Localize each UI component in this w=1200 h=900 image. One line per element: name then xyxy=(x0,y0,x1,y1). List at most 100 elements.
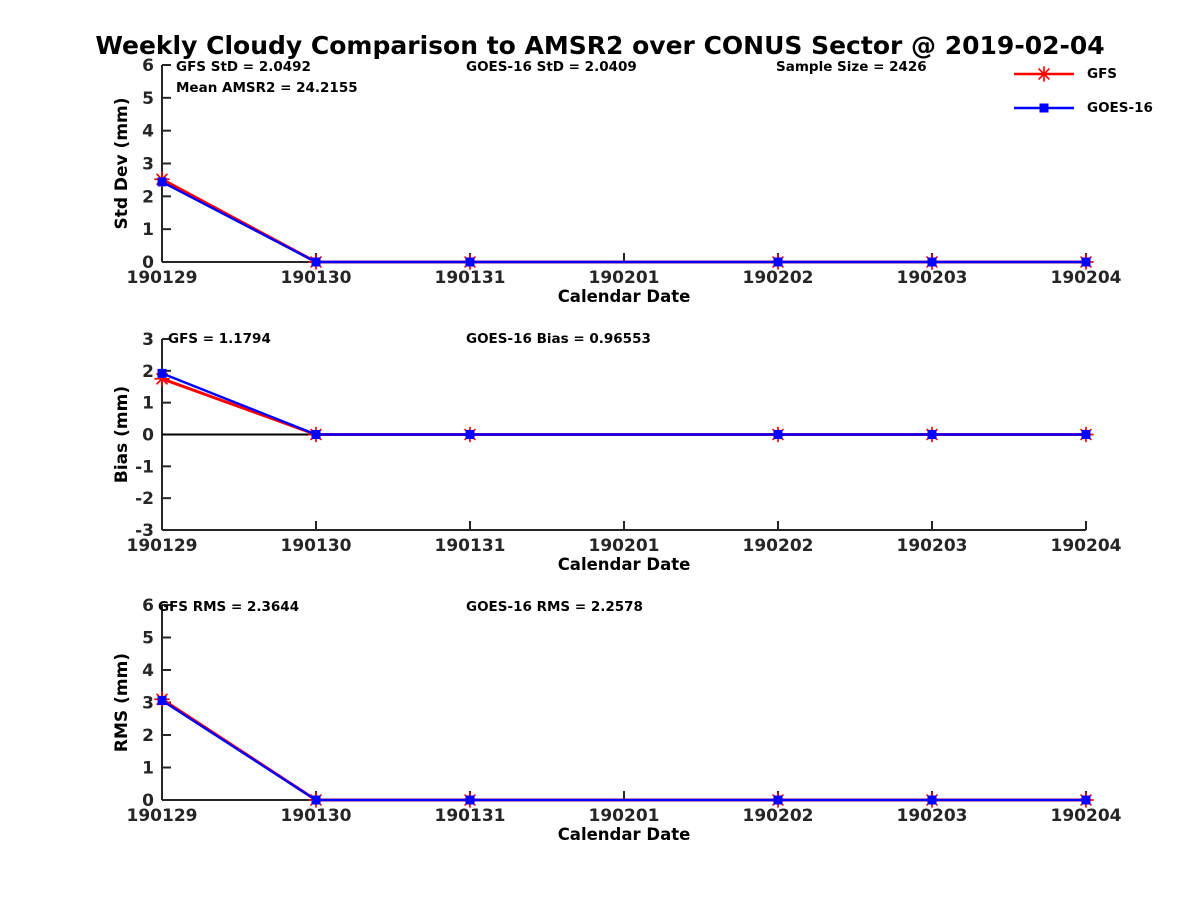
series-line-GFS xyxy=(161,377,1086,436)
y-tick-label: 3 xyxy=(142,155,154,175)
legend-entry-goes-16: GOES-16 xyxy=(1012,91,1153,124)
annotation: GFS = 1.1794 xyxy=(168,331,271,347)
legend-glyph-goes-16 xyxy=(1014,103,1074,112)
square-marker xyxy=(1081,795,1091,805)
y-tick-label: 2 xyxy=(142,362,154,382)
y-tick-label: 1 xyxy=(142,394,154,414)
x-tick-label: 190203 xyxy=(897,806,968,826)
series-line-GOES-16 xyxy=(161,180,1086,264)
y-axis-label: Bias (mm) xyxy=(112,386,132,483)
square-marker xyxy=(157,177,167,187)
square-marker xyxy=(773,795,783,805)
x-tick-label: 190201 xyxy=(589,268,660,288)
series-markers-GOES-16 xyxy=(157,368,1091,439)
y-tick-label: 0 xyxy=(142,426,154,446)
y-tick-label: 0 xyxy=(142,253,154,273)
y-tick-label: 5 xyxy=(142,629,154,649)
legend-label: GOES-16 xyxy=(1087,99,1153,116)
series-markers-GOES-16 xyxy=(157,696,1091,805)
annotation: GFS RMS = 2.3644 xyxy=(158,599,299,615)
x-axis-label: Calendar Date xyxy=(558,825,691,844)
y-tick-label: 6 xyxy=(142,56,154,76)
y-tick-label: 0 xyxy=(142,791,154,811)
square-marker xyxy=(1081,257,1091,267)
annotation: GOES-16 StD = 2.0409 xyxy=(466,59,637,75)
x-tick-label: 190131 xyxy=(435,268,506,288)
x-axis-label: Calendar Date xyxy=(558,287,691,306)
square-marker xyxy=(311,257,321,267)
series-line-GOES-16 xyxy=(161,699,1086,802)
asterisk-arm xyxy=(1038,67,1050,80)
y-tick-label: 4 xyxy=(142,122,154,142)
y-tick-label: -2 xyxy=(135,489,154,509)
subplot-rms: 0 1 2 3 4 5 6 190129 190130 190131 190201 190202 190… xyxy=(112,596,1122,844)
annotation: GOES-16 RMS = 2.2578 xyxy=(466,599,643,615)
square-marker xyxy=(927,430,937,439)
legend-label: GFS xyxy=(1087,65,1118,82)
x-tick-label: 190131 xyxy=(435,806,506,826)
annotation: GOES-16 Bias = 0.96553 xyxy=(466,331,651,347)
x-tick-label: 190204 xyxy=(1051,806,1122,826)
annotation: Sample Size = 2426 xyxy=(776,59,927,75)
x-tick-label: 190129 xyxy=(127,536,198,556)
y-tick-label: 3 xyxy=(142,694,154,714)
square-marker xyxy=(773,257,783,267)
y-tick-label: 2 xyxy=(142,187,154,207)
y-tick-label: 6 xyxy=(142,596,154,616)
annotation: GFS StD = 2.0492 xyxy=(176,59,311,75)
square-marker xyxy=(157,368,167,378)
square-marker xyxy=(157,696,167,706)
legend: GFS GOES-16 xyxy=(1012,57,1153,124)
square-marker xyxy=(465,257,475,267)
series-markers-GOES-16 xyxy=(157,177,1091,267)
series-markers-GFS xyxy=(154,691,1094,808)
square-marker xyxy=(311,795,321,805)
x-tick-label: 190130 xyxy=(281,806,352,826)
square-marker xyxy=(311,430,321,439)
x-tick-label: 190129 xyxy=(127,806,198,826)
x-tick-label: 190203 xyxy=(897,536,968,556)
x-axis-label: Calendar Date xyxy=(558,555,691,574)
square-marker xyxy=(773,430,783,439)
y-tick-label: 1 xyxy=(142,759,154,779)
y-axis-label: Std Dev (mm) xyxy=(112,97,132,229)
y-axis-label: RMS (mm) xyxy=(112,653,132,752)
subplot-std_dev: 0 1 2 3 4 5 6 190129 190130 190131 190201 190202 190… xyxy=(112,56,1122,306)
y-tick-label: -1 xyxy=(135,457,154,477)
x-tick-label: 190202 xyxy=(743,268,814,288)
y-tick-label: 1 xyxy=(142,220,154,240)
subplot-bias: -3 -2 -1 0 1 2 3 190129 190130 190131 190201 190202… xyxy=(112,330,1122,574)
x-tick-label: 190130 xyxy=(281,268,352,288)
x-tick-label: 190204 xyxy=(1051,268,1122,288)
y-tick-label: 2 xyxy=(142,726,154,746)
x-tick-label: 190204 xyxy=(1051,536,1122,556)
x-tick-label: 190131 xyxy=(435,536,506,556)
y-tick-label: 3 xyxy=(142,330,154,350)
series-line-GFS xyxy=(161,177,1086,264)
square-marker xyxy=(465,430,475,439)
series-line-GOES-16 xyxy=(161,372,1086,436)
chart-title: Weekly Cloudy Comparison to AMSR2 over C… xyxy=(95,31,1105,60)
x-tick-label: 190129 xyxy=(127,268,198,288)
x-tick-label: 190202 xyxy=(743,536,814,556)
legend-glyph-gfs xyxy=(1014,65,1074,82)
series-line-GFS xyxy=(161,697,1086,802)
square-marker xyxy=(1081,430,1091,439)
x-tick-label: 190201 xyxy=(589,536,660,556)
y-tick-label: -3 xyxy=(135,521,154,541)
y-tick-label: 4 xyxy=(142,661,154,681)
x-tick-label: 190202 xyxy=(743,806,814,826)
y-tick-label: 5 xyxy=(142,89,154,109)
x-tick-label: 190203 xyxy=(897,268,968,288)
asterisk-marker xyxy=(1036,65,1052,82)
square-marker xyxy=(1039,103,1049,112)
annotation: Mean AMSR2 = 24.2155 xyxy=(176,80,358,96)
series-markers-GFS xyxy=(154,370,1094,443)
x-tick-label: 190130 xyxy=(281,536,352,556)
square-marker xyxy=(465,795,475,805)
square-marker xyxy=(927,795,937,805)
legend-entry-gfs: GFS xyxy=(1012,57,1153,90)
x-tick-label: 190201 xyxy=(589,806,660,826)
